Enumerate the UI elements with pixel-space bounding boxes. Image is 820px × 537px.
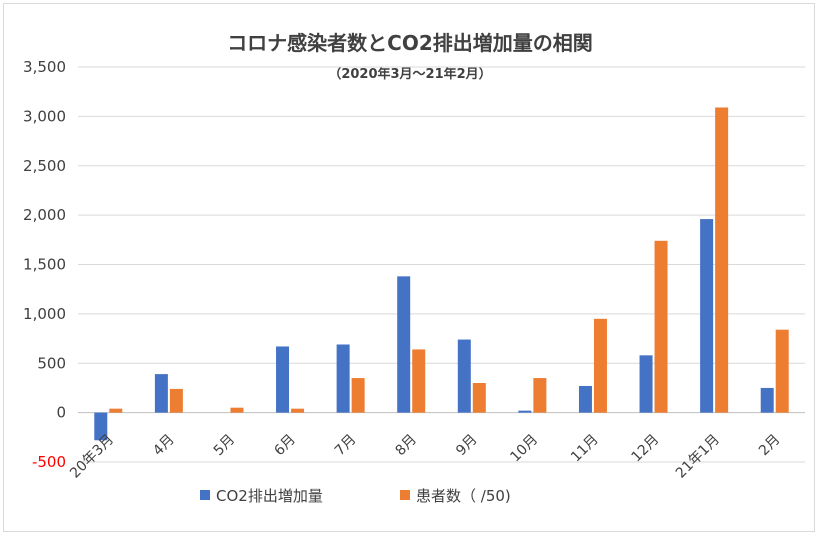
bars [94, 107, 789, 441]
bar-patients [412, 349, 426, 413]
y-tick-label: 3,000 [23, 107, 66, 125]
bar-patients [109, 408, 123, 413]
bar-co2 [276, 346, 290, 413]
x-tick-label: 10月 [507, 432, 541, 466]
bar-co2 [760, 387, 774, 413]
chart-title: コロナ感染者数とCO2排出増加量の相関 [227, 31, 593, 55]
y-axis-ticks: -500 0 500 1,000 1,500 2,000 2,500 3,000 3,500 [23, 58, 66, 471]
bar-co2 [518, 410, 532, 413]
bar-patients [472, 383, 486, 413]
bar-patients [351, 378, 365, 413]
x-tick-label: 20年3月 [67, 432, 117, 482]
x-tick-label: 21年1月 [673, 432, 723, 482]
legend-label-co2: CO2排出増加量 [216, 487, 323, 505]
legend-swatch-co2 [200, 490, 210, 500]
bar-co2 [457, 339, 471, 413]
bar-co2 [94, 412, 108, 441]
x-tick-label: 4月 [150, 432, 178, 460]
x-tick-label: 9月 [453, 432, 481, 460]
chart-subtitle: （2020年3月～21年2月） [328, 66, 491, 82]
legend-swatch-patients [400, 490, 410, 500]
x-axis-ticks: 20年3月 4月 5月 6月 7月 8月 9月 10月 11月 12月 21年1月 2月 [67, 432, 783, 482]
x-tick-label: 6月 [271, 432, 299, 460]
x-tick-label: 11月 [568, 432, 602, 466]
gridlines [78, 66, 805, 463]
x-tick-label: 5月 [211, 432, 239, 460]
chart-frame [3, 3, 815, 532]
y-tick-label: 2,000 [23, 206, 66, 224]
legend-label-patients: 患者数（ /50) [416, 487, 511, 505]
bar-patients [169, 388, 183, 413]
y-tick-label: 1,000 [23, 305, 66, 323]
bar-patients [715, 107, 729, 413]
legend: CO2排出増加量 患者数（ /50) [200, 487, 511, 505]
bar-patients [593, 318, 607, 413]
bar-co2 [639, 355, 653, 413]
x-tick-label: 7月 [332, 432, 360, 460]
x-tick-label: 12月 [629, 432, 663, 466]
bar-patients [533, 378, 547, 413]
bar-patients [230, 407, 244, 413]
bar-patients [291, 408, 305, 413]
bar-co2 [154, 374, 168, 413]
bar-co2 [336, 344, 350, 413]
x-tick-label: 8月 [393, 432, 421, 460]
x-tick-label: 2月 [756, 432, 784, 460]
y-tick-label: 0 [56, 404, 66, 422]
y-tick-label: -500 [32, 453, 66, 471]
bar-co2 [700, 219, 714, 413]
bar-patients [654, 240, 668, 413]
bar-patients [775, 329, 789, 413]
bar-co2 [397, 276, 411, 413]
y-tick-label: 3,500 [23, 58, 66, 76]
y-tick-label: 500 [37, 354, 66, 372]
y-tick-label: 1,500 [23, 256, 66, 274]
bar-co2 [578, 385, 592, 413]
y-tick-label: 2,500 [23, 157, 66, 175]
